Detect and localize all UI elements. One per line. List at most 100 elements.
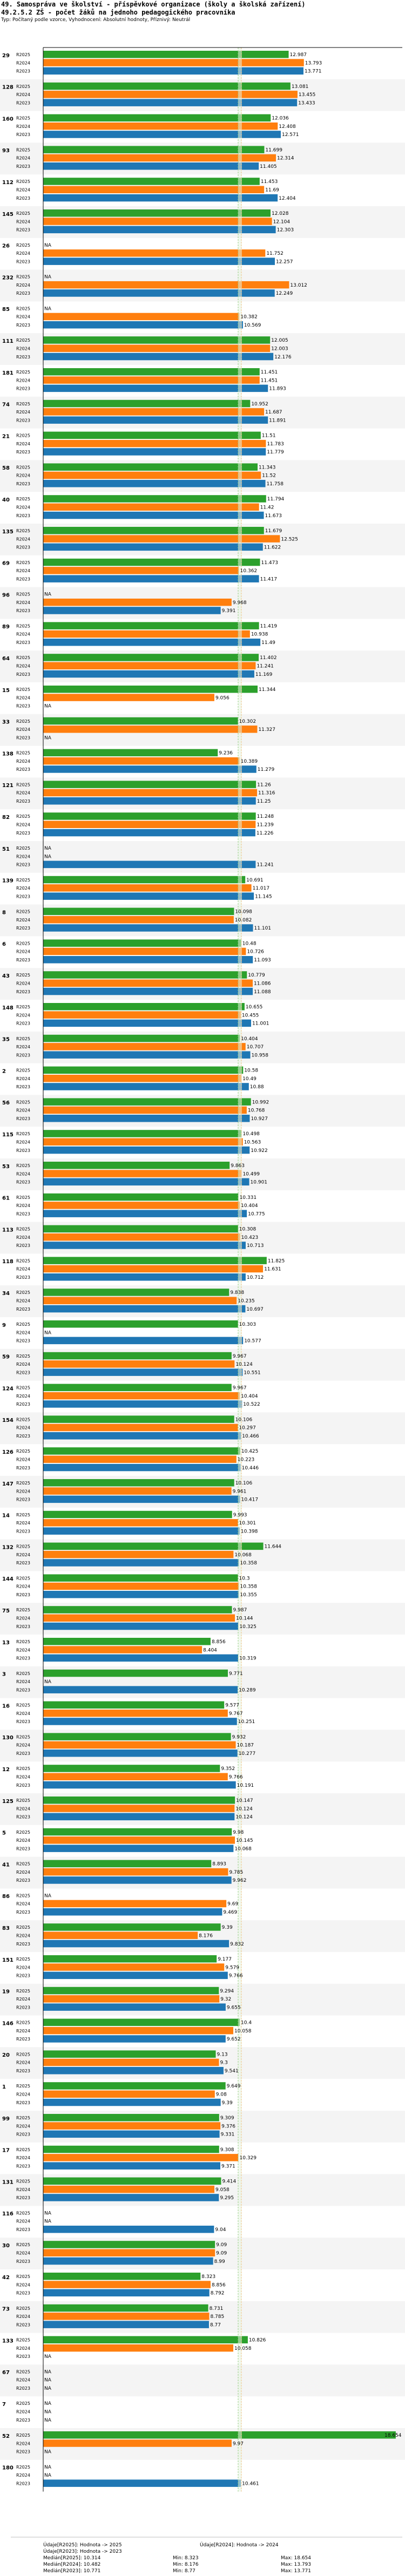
missing-value-label: NA [44, 735, 52, 741]
bar-value-label: 10.382 [240, 315, 258, 320]
bar-r2024 [43, 2249, 215, 2256]
bar-r2023 [43, 924, 253, 932]
bar-value-label: 11.241 [256, 664, 274, 669]
group-label: 58 [2, 465, 10, 471]
bar-value-label: 10.145 [236, 1838, 253, 1843]
bar-value-label: 10.144 [236, 1616, 253, 1622]
bar-r2024 [43, 1138, 243, 1145]
bar-value-label: 11.145 [255, 894, 272, 899]
bar-value-label: 9.058 [215, 2187, 230, 2193]
year-label: R2025 [16, 2401, 30, 2406]
bar-r2023 [43, 2257, 213, 2265]
year-label: R2025 [16, 1989, 30, 1994]
bar-r2023 [43, 1400, 242, 1408]
year-label: R2025 [16, 1671, 30, 1676]
bar-value-label: 10.098 [235, 910, 252, 915]
bar-value-label: 10.655 [246, 1005, 263, 1010]
bar-value-label: 11.419 [260, 623, 278, 629]
bar-value-label: 10.563 [244, 1140, 261, 1145]
year-label: R2025 [16, 116, 30, 121]
bar-value-label: 10.297 [239, 1426, 256, 1431]
year-label: R2023 [16, 894, 30, 899]
group-label: 135 [2, 529, 14, 535]
bar-r2023 [43, 2162, 220, 2170]
year-label: R2025 [16, 2369, 30, 2374]
bar-value-label: 11.001 [252, 1021, 269, 1027]
bar-r2024 [43, 1011, 241, 1019]
year-label: R2024 [16, 2378, 30, 2383]
missing-value-label: NA [44, 2410, 52, 2415]
missing-value-label: NA [44, 846, 52, 851]
group-label: 7 [2, 2402, 6, 2408]
year-label: R2023 [16, 387, 30, 391]
year-label: R2025 [16, 52, 30, 57]
bar-value-label: 10.358 [240, 1584, 258, 1590]
bar-value-label: 11.779 [267, 450, 284, 455]
bar-value-label: 13.793 [305, 60, 322, 66]
missing-value-label: NA [44, 2211, 52, 2216]
bar-r2023 [43, 448, 266, 456]
year-label: R2023 [16, 1910, 30, 1915]
year-label: R2025 [16, 1513, 30, 1517]
bar-r2024 [43, 1360, 235, 1368]
year-label: R2024 [16, 854, 30, 859]
year-label: R2024 [16, 2187, 30, 2192]
bar-r2023 [43, 321, 243, 329]
year-label: R2023 [16, 1434, 30, 1439]
bar-r2023 [43, 131, 281, 138]
year-label: R2023 [16, 2259, 30, 2264]
year-label: R2025 [16, 1449, 30, 1454]
bar-value-label: 10.461 [242, 2481, 259, 2486]
year-label: R2023 [16, 863, 30, 867]
bar-r2025 [43, 2050, 216, 2058]
year-label: R2024 [16, 188, 30, 193]
bar-r2024 [43, 2313, 210, 2320]
year-label: R2024 [16, 1806, 30, 1811]
year-label: R2023 [16, 323, 30, 328]
bar-value-label: 13.012 [290, 283, 307, 288]
bar-value-label: 10.697 [246, 1307, 264, 1312]
bar-r2024 [43, 630, 250, 638]
bar-r2023 [43, 1971, 228, 1980]
bar-value-label: 10.124 [235, 1362, 253, 1367]
year-label: R2024 [16, 1489, 30, 1494]
year-label: R2023 [16, 2291, 30, 2296]
bar-r2024 [43, 1646, 202, 1653]
year-label: R2024 [16, 1076, 30, 1081]
bar-r2023 [43, 543, 263, 551]
year-label: R2023 [16, 2132, 30, 2137]
bar-value-label: 8.856 [212, 1639, 226, 1645]
bar-value-label: 10.398 [241, 1529, 258, 1534]
year-label: R2023 [16, 1116, 30, 1121]
bar-r2023 [43, 1305, 246, 1313]
year-label: R2024 [16, 2346, 30, 2351]
bar-r2024 [43, 1709, 228, 1717]
bar-r2023 [43, 639, 261, 646]
bar-r2023 [43, 1876, 232, 1884]
group-label: 12 [2, 1767, 10, 1773]
year-label: R2023 [16, 1561, 30, 1565]
bar-r2025 [43, 209, 271, 217]
group-label: 148 [2, 1005, 14, 1011]
bar-r2024 [43, 1297, 237, 1304]
year-label: R2023 [16, 513, 30, 518]
bar-r2025 [43, 399, 251, 408]
missing-value-label: NA [44, 1330, 52, 1336]
group-label: 89 [2, 624, 10, 630]
bar-value-label: 11.687 [265, 410, 282, 415]
bar-r2023 [43, 829, 255, 837]
year-label: R2025 [16, 465, 30, 470]
bar-r2024 [43, 2058, 219, 2066]
missing-value-label: NA [44, 854, 52, 859]
group-label: 116 [2, 2211, 14, 2217]
bar-r2025 [43, 1701, 225, 1709]
year-label: R2024 [16, 1521, 30, 1526]
bar-value-label: 11.631 [264, 1267, 281, 1272]
year-label: R2025 [16, 2242, 30, 2247]
year-label: R2025 [16, 1322, 30, 1327]
group-label: 125 [2, 1799, 14, 1805]
bar-r2025 [43, 1352, 232, 1360]
year-label: R2025 [16, 1036, 30, 1041]
bar-r2024 [43, 2281, 211, 2288]
bar-value-label: 11.086 [254, 981, 271, 987]
